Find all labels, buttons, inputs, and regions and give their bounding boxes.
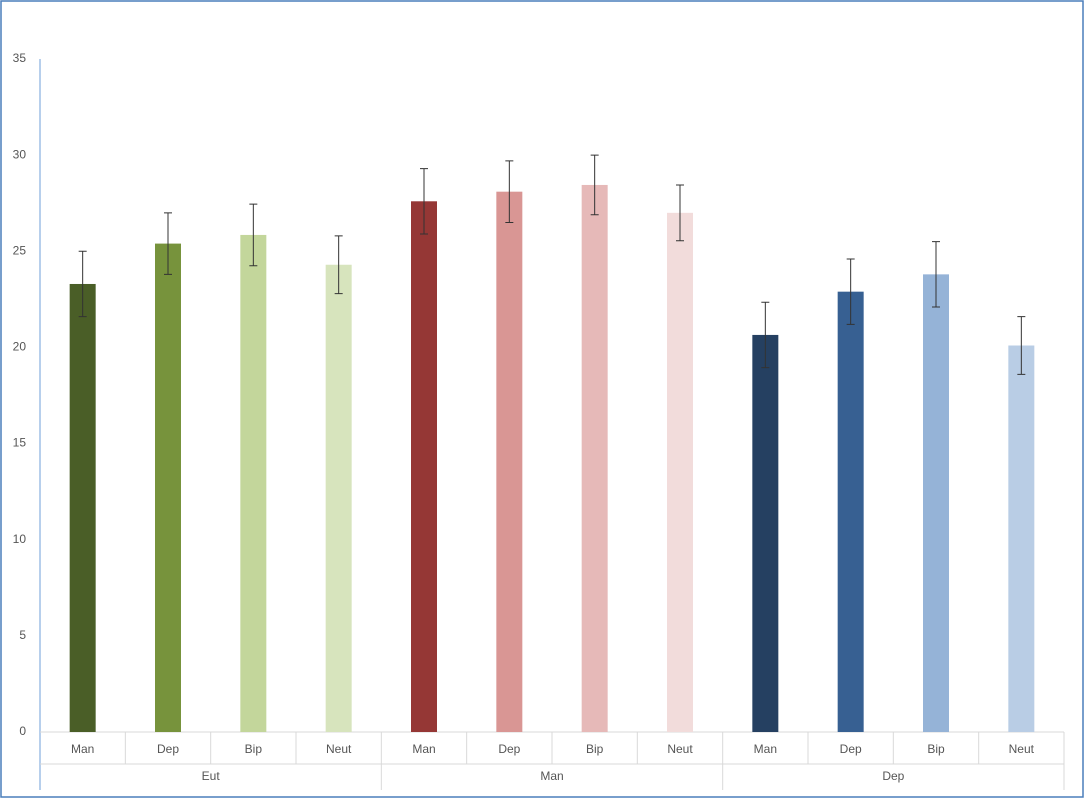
x-tick-label: Neut <box>667 742 693 756</box>
error-bar <box>334 235 343 295</box>
bar <box>923 274 949 732</box>
group-label: Eut <box>202 769 221 783</box>
bar <box>69 283 96 732</box>
y-tick-label: 0 <box>19 724 26 738</box>
group-label: Dep <box>882 769 904 783</box>
bar <box>155 243 181 732</box>
bar <box>581 184 608 732</box>
y-tick-label: 15 <box>13 436 27 450</box>
error-bar <box>78 250 87 318</box>
bar <box>240 234 267 733</box>
error-bar <box>932 241 940 308</box>
error-bar <box>761 301 770 369</box>
y-tick-label: 10 <box>13 532 27 546</box>
x-tick-label: Neut <box>1009 742 1035 756</box>
x-tick-label: Dep <box>498 742 520 756</box>
error-bar <box>590 154 599 216</box>
x-tick-label: Dep <box>157 742 179 756</box>
bar <box>837 291 864 732</box>
error-bar <box>420 168 428 235</box>
y-tick-label: 35 <box>13 51 27 65</box>
error-bar <box>164 212 172 275</box>
y-tick-label: 20 <box>13 340 27 354</box>
bar <box>752 334 779 732</box>
x-tick-label: Bip <box>927 742 945 756</box>
x-tick-label: Dep <box>840 742 862 756</box>
error-bar <box>846 258 855 325</box>
bar <box>325 264 352 732</box>
error-bar <box>249 203 258 267</box>
error-bar <box>505 160 514 223</box>
x-tick-label: Bip <box>245 742 263 756</box>
error-bar <box>676 184 684 242</box>
y-tick-label: 25 <box>13 243 27 257</box>
x-tick-label: Man <box>754 742 777 756</box>
x-tick-label: Neut <box>326 742 352 756</box>
x-tick-label: Man <box>412 742 435 756</box>
bar <box>667 212 693 733</box>
bar <box>496 191 523 733</box>
error-bar <box>1017 316 1026 375</box>
y-tick-label: 30 <box>13 147 27 161</box>
bar <box>411 201 437 732</box>
bar <box>1008 345 1035 732</box>
y-tick-label: 5 <box>19 628 26 642</box>
group-label: Man <box>540 769 563 783</box>
x-tick-label: Man <box>71 742 94 756</box>
x-tick-label: Bip <box>586 742 604 756</box>
